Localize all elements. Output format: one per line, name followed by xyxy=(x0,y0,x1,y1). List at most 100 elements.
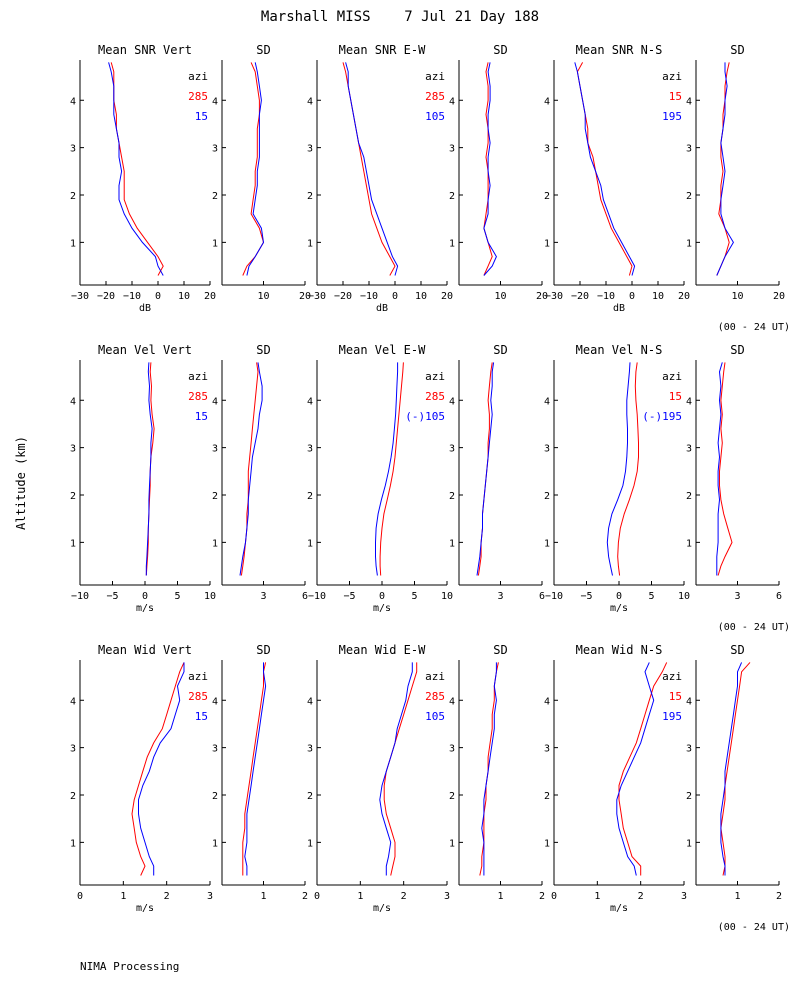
series-line-195 xyxy=(606,362,631,576)
panel-vel-5: Mean Vel N-S 1 2 3 4 −10 −5 0 5 10 m/s azi 15 (-)195 xyxy=(544,343,690,614)
x-tick-label: 2 xyxy=(776,891,782,902)
legend-title: azi xyxy=(662,370,682,383)
time-range-label: (00 - 24 UT) xyxy=(718,922,790,933)
series-line-285 xyxy=(110,62,164,276)
x-tick-label: −10 xyxy=(545,591,563,602)
series-line-195 xyxy=(716,362,723,576)
legend-title: azi xyxy=(662,70,682,83)
x-tick-label: −20 xyxy=(97,291,115,302)
y-tick-label: 3 xyxy=(544,144,550,155)
y-tick-label: 2 xyxy=(212,491,218,502)
y-tick-label: 2 xyxy=(544,191,550,202)
y-tick-label: 2 xyxy=(686,791,692,802)
x-axis-label: m/s xyxy=(373,603,391,614)
x-tick-label: 0 xyxy=(77,891,83,902)
y-tick-label: 3 xyxy=(307,744,313,755)
series-line-15 xyxy=(138,662,185,876)
series-line-15 xyxy=(720,662,751,876)
x-axis-label: dB xyxy=(376,303,388,314)
y-tick-label: 4 xyxy=(686,696,692,707)
x-tick-label: 10 xyxy=(678,591,690,602)
x-tick-label: 1 xyxy=(734,891,740,902)
panel-wid-4: SD 1 2 3 4 1 2 xyxy=(449,643,545,902)
series-line-105 xyxy=(345,62,399,276)
y-tick-label: 4 xyxy=(307,396,313,407)
x-tick-label: 5 xyxy=(411,591,417,602)
x-axis-label: m/s xyxy=(136,603,154,614)
panel-vel-3: Mean Vel E-W 1 2 3 4 −10 −5 0 5 10 m/s azi 285 (-)105 xyxy=(307,343,453,614)
y-tick-label: 3 xyxy=(212,144,218,155)
panel-wid-6: SD 1 2 3 4 1 2 xyxy=(686,643,782,902)
legend-title: azi xyxy=(662,670,682,683)
y-tick-label: 3 xyxy=(70,444,76,455)
y-tick-label: 1 xyxy=(686,838,692,849)
y-axis-label: Altitude (km) xyxy=(14,436,28,530)
panel-wid-5: Mean Wid N-S 1 2 3 4 0 1 2 3 m/s azi 15 195 xyxy=(544,643,687,914)
panel-title: SD xyxy=(730,343,744,357)
x-tick-label: −10 xyxy=(360,291,378,302)
panel-title: SD xyxy=(493,43,507,57)
y-tick-label: 4 xyxy=(686,96,692,107)
y-tick-label: 2 xyxy=(449,191,455,202)
x-tick-label: 1 xyxy=(260,891,266,902)
x-tick-label: −10 xyxy=(308,591,326,602)
legend-entry: 15 xyxy=(669,390,682,403)
legend-title: azi xyxy=(188,670,208,683)
x-tick-label: 20 xyxy=(204,291,216,302)
y-tick-label: 4 xyxy=(686,396,692,407)
series-line-105 xyxy=(476,362,495,576)
series-line-15 xyxy=(618,662,668,876)
x-tick-label: 2 xyxy=(539,891,545,902)
time-range-label: (00 - 24 UT) xyxy=(718,322,790,333)
panel-vel-4: SD 1 2 3 4 3 6 xyxy=(449,343,545,602)
y-tick-label: 4 xyxy=(307,696,313,707)
x-tick-label: 3 xyxy=(260,591,266,602)
panel-snr-6: SD 1 2 3 4 10 20 xyxy=(686,43,785,302)
y-tick-label: 3 xyxy=(70,744,76,755)
legend-entry: 195 xyxy=(662,710,682,723)
legend-entry: 105 xyxy=(425,110,445,123)
y-tick-label: 1 xyxy=(544,838,550,849)
x-axis-label: dB xyxy=(139,303,151,314)
legend-title: azi xyxy=(188,70,208,83)
x-axis-label: dB xyxy=(613,303,625,314)
panel-title: Mean Vel E-W xyxy=(339,343,426,357)
panel-title: Mean SNR E-W xyxy=(339,43,426,57)
x-tick-label: 1 xyxy=(497,891,503,902)
x-axis-label: m/s xyxy=(610,603,628,614)
y-tick-label: 3 xyxy=(686,144,692,155)
series-line-105 xyxy=(483,62,497,276)
y-tick-label: 2 xyxy=(686,191,692,202)
x-tick-label: 2 xyxy=(638,891,644,902)
legend-entry: 285 xyxy=(188,90,208,103)
x-tick-label: 1 xyxy=(120,891,126,902)
x-tick-label: 3 xyxy=(681,891,687,902)
series-line-105 xyxy=(375,362,399,576)
series-line-285 xyxy=(242,662,267,876)
y-tick-label: 4 xyxy=(212,96,218,107)
series-line-285 xyxy=(383,662,418,876)
y-tick-label: 3 xyxy=(449,144,455,155)
panel-title: Mean Wid Vert xyxy=(98,643,192,657)
x-tick-label: 5 xyxy=(648,591,654,602)
y-tick-label: 2 xyxy=(70,791,76,802)
series-line-15 xyxy=(145,362,153,576)
series-line-15 xyxy=(239,362,263,576)
legend-entry: 105 xyxy=(425,710,445,723)
x-tick-label: 5 xyxy=(174,591,180,602)
time-range-label: (00 - 24 UT) xyxy=(718,622,790,633)
x-tick-label: 10 xyxy=(494,291,506,302)
y-tick-label: 1 xyxy=(212,838,218,849)
panel-vel-6: SD 1 2 3 4 3 6 xyxy=(686,343,782,602)
series-line-15 xyxy=(576,62,633,276)
legend-entry: (-)195 xyxy=(642,410,682,423)
x-tick-label: 0 xyxy=(629,291,635,302)
y-tick-label: 4 xyxy=(449,96,455,107)
panel-wid-1: Mean Wid Vert 1 2 3 4 0 1 2 3 m/s azi 285 15 xyxy=(70,643,213,914)
y-tick-label: 2 xyxy=(686,491,692,502)
series-line-195 xyxy=(716,62,734,276)
panel-title: Mean Vel Vert xyxy=(98,343,192,357)
y-tick-label: 1 xyxy=(307,238,313,249)
y-tick-label: 2 xyxy=(212,791,218,802)
y-tick-label: 4 xyxy=(449,696,455,707)
